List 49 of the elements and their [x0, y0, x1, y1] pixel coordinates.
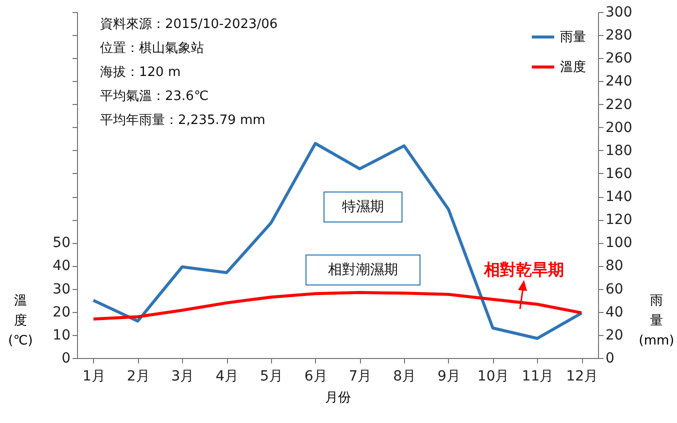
legend-label: 溫度: [560, 59, 586, 75]
y2-tick-label: 60: [606, 281, 624, 298]
x-tick-label: 11月: [522, 368, 554, 384]
x-tick-label: 9月: [437, 368, 460, 384]
y2-tick-label: 40: [606, 304, 624, 320]
y2-tick-label: 260: [606, 50, 632, 67]
y-tick-label: 0: [62, 350, 70, 366]
annotation: 位置：棋山氣象站: [100, 41, 204, 56]
y2-tick-label: 160: [606, 166, 632, 182]
legend-label: 雨量: [560, 30, 586, 45]
y2-tick-label: 0: [606, 350, 614, 366]
y2-tick-label: 140: [606, 189, 632, 206]
x-axis-title: 月份: [325, 390, 351, 406]
annotation: 海拔：120 m: [100, 65, 181, 80]
annotation: 資料來源：2015/10-2023/06: [100, 17, 278, 32]
x-tick-label: 5月: [260, 368, 283, 384]
y2-tick-label: 100: [606, 235, 632, 252]
y-tick-label: 30: [52, 281, 70, 298]
y2-tick-label: 120: [606, 212, 632, 228]
x-tick-label: 3月: [171, 368, 194, 384]
y2-tick-label: 280: [606, 28, 632, 44]
x-tick-label: 12月: [566, 368, 598, 384]
annotation: 平均氣溫：23.6℃: [100, 89, 209, 104]
y2-tick-label: 220: [606, 96, 632, 113]
x-tick-label: 7月: [348, 368, 372, 384]
x-tick-label: 10月: [477, 368, 510, 384]
y-axis-title: 溫度 (℃): [8, 294, 33, 348]
x-tick-label: 4月: [216, 368, 239, 384]
annotation: 相對乾旱期: [483, 260, 564, 279]
x-tick-label: 6月: [304, 368, 328, 384]
line-series: [92, 290, 584, 321]
line-series: [92, 142, 584, 340]
y2-tick-label: 200: [606, 120, 632, 136]
y-tick-label: 10: [52, 327, 70, 344]
annotation: 平均年雨量：2,235.79 mm: [100, 113, 266, 128]
y2-tick-label: 20: [606, 327, 624, 344]
y2-tick-label: 300: [606, 4, 632, 20]
x-tick-label: 2月: [126, 368, 150, 384]
y-tick-label: 40: [52, 258, 70, 274]
y-tick-label: 50: [52, 235, 70, 252]
annotation: 特濕期: [342, 199, 384, 215]
y2-tick-label: 80: [606, 258, 624, 274]
y2-tick-label: 180: [606, 142, 632, 159]
y2-tick-label: 240: [606, 74, 632, 90]
y2-axis-title: 雨量 (mm): [638, 294, 674, 348]
y-tick-label: 20: [52, 304, 70, 320]
x-tick-label: 8月: [393, 368, 416, 384]
annotation: 相對潮濕期: [328, 262, 398, 278]
x-tick-label: 1月: [82, 368, 106, 384]
